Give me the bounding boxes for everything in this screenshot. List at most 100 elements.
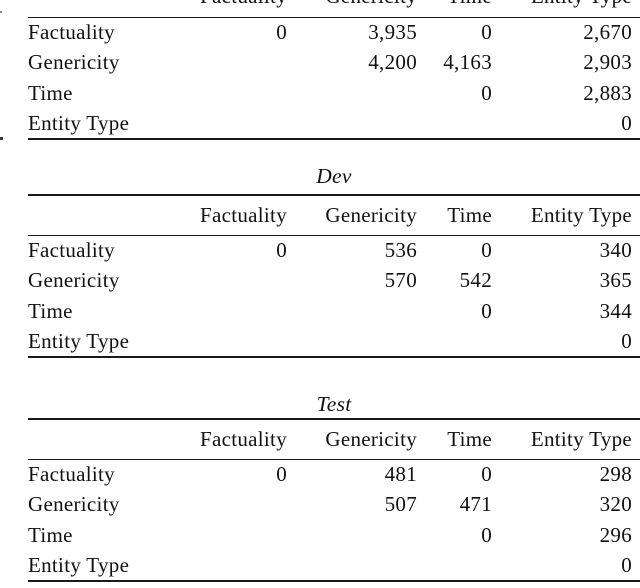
col-header-factuality: Factuality — [165, 0, 287, 17]
value-cell — [165, 266, 287, 297]
row-label: Genericity — [28, 268, 120, 293]
table-row: Genericity 507 471 320 — [28, 490, 640, 521]
row-label: Time — [28, 80, 73, 105]
header-row: Factuality Genericity Time Entity Type — [28, 419, 640, 459]
value-cell — [287, 78, 417, 109]
value-cell — [165, 48, 287, 79]
col-header-blank — [28, 0, 165, 17]
value-cell: 0 — [621, 328, 632, 353]
value-cell — [417, 327, 492, 358]
col-header-blank — [28, 419, 165, 459]
col-header-genericity: Genericity — [287, 0, 417, 17]
data-table: Factuality Genericity Time Entity Type F… — [28, 194, 640, 358]
table-row: Time 0 344 — [28, 296, 640, 327]
value-cell: 2,670 — [583, 20, 632, 44]
table-row: Genericity 4,200 4,163 2,903 — [28, 48, 640, 79]
data-table: Factuality Genericity Time Entity Type F… — [28, 0, 640, 140]
row-label: Factuality — [28, 238, 115, 262]
value-cell — [165, 490, 287, 521]
table-row: Factuality 0 3,935 0 2,670 — [28, 17, 640, 48]
value-cell: 2,883 — [583, 80, 632, 105]
header-row: Factuality Genericity Time Entity Type — [28, 0, 640, 17]
value-cell: 320 — [599, 492, 632, 517]
value-cell: 570 — [384, 268, 417, 293]
value-cell: 0 — [276, 238, 287, 262]
col-header-entity-type: Entity Type — [492, 0, 640, 17]
row-label: Genericity — [28, 50, 120, 75]
value-cell: 481 — [384, 462, 417, 486]
value-cell: 0 — [621, 110, 632, 135]
value-cell — [165, 109, 287, 140]
value-cell: 4,200 — [368, 50, 417, 75]
table-row: Factuality 0 536 0 340 — [28, 235, 640, 266]
table-row: Entity Type 0 — [28, 327, 640, 358]
value-cell: 471 — [459, 492, 492, 517]
table-row: Entity Type 0 — [28, 551, 640, 582]
row-label: Genericity — [28, 492, 120, 517]
value-cell — [165, 551, 287, 582]
col-header-factuality: Factuality — [200, 426, 287, 451]
row-label: Time — [28, 522, 73, 547]
value-cell: 0 — [481, 20, 492, 44]
table-row: Genericity 570 542 365 — [28, 266, 640, 297]
value-cell: 0 — [481, 462, 492, 486]
left-margin-artifact — [0, 137, 3, 140]
table-row: Time 0 2,883 — [28, 78, 640, 109]
table-row: Factuality 0 481 0 298 — [28, 459, 640, 490]
cooccurrence-table-train: Factuality Genericity Time Entity Type F… — [28, 0, 640, 140]
value-cell: 298 — [599, 462, 632, 486]
value-cell: 2,903 — [583, 50, 632, 75]
col-header-time: Time — [447, 426, 492, 451]
value-cell — [287, 109, 417, 140]
table-title-test: Test — [316, 392, 352, 416]
value-cell — [287, 551, 417, 582]
value-cell: 4,163 — [443, 50, 492, 75]
value-cell: 0 — [481, 80, 492, 105]
value-cell: 0 — [276, 20, 287, 44]
col-header-genericity: Genericity — [325, 202, 417, 227]
value-cell — [417, 551, 492, 582]
value-cell — [165, 78, 287, 109]
value-cell: 0 — [481, 522, 492, 547]
row-label: Entity Type — [28, 328, 130, 353]
table-row: Time 0 296 — [28, 520, 640, 551]
value-cell — [165, 296, 287, 327]
table-title-dev: Dev — [316, 164, 352, 188]
col-header-entity-type: Entity Type — [530, 202, 632, 227]
table-row: Entity Type 0 — [28, 109, 640, 140]
value-cell: 507 — [384, 492, 417, 517]
value-cell — [165, 327, 287, 358]
col-header-entity-type: Entity Type — [530, 426, 632, 451]
left-margin-artifact — [0, 11, 2, 13]
col-header-time: Time — [417, 0, 492, 17]
value-cell: 296 — [599, 522, 632, 547]
row-label: Factuality — [28, 20, 115, 44]
cooccurrence-table-dev: Factuality Genericity Time Entity Type F… — [28, 194, 640, 358]
header-row: Factuality Genericity Time Entity Type — [28, 195, 640, 235]
value-cell: 0 — [481, 298, 492, 323]
row-label: Time — [28, 298, 73, 323]
value-cell: 0 — [276, 462, 287, 486]
value-cell: 0 — [621, 552, 632, 577]
value-cell: 536 — [384, 238, 417, 262]
col-header-genericity: Genericity — [325, 426, 417, 451]
value-cell: 0 — [481, 238, 492, 262]
row-label: Factuality — [28, 462, 115, 486]
value-cell: 340 — [599, 238, 632, 262]
cooccurrence-table-test: Factuality Genericity Time Entity Type F… — [28, 418, 640, 582]
value-cell: 3,935 — [368, 20, 417, 44]
value-cell: 344 — [599, 298, 632, 323]
value-cell — [417, 109, 492, 140]
row-label: Entity Type — [28, 110, 130, 135]
value-cell — [287, 296, 417, 327]
value-cell: 542 — [459, 268, 492, 293]
data-table: Factuality Genericity Time Entity Type F… — [28, 418, 640, 582]
col-header-factuality: Factuality — [200, 202, 287, 227]
col-header-time: Time — [447, 202, 492, 227]
value-cell — [287, 520, 417, 551]
col-header-blank — [28, 195, 165, 235]
row-label: Entity Type — [28, 552, 130, 577]
value-cell — [287, 327, 417, 358]
value-cell: 365 — [599, 268, 632, 293]
